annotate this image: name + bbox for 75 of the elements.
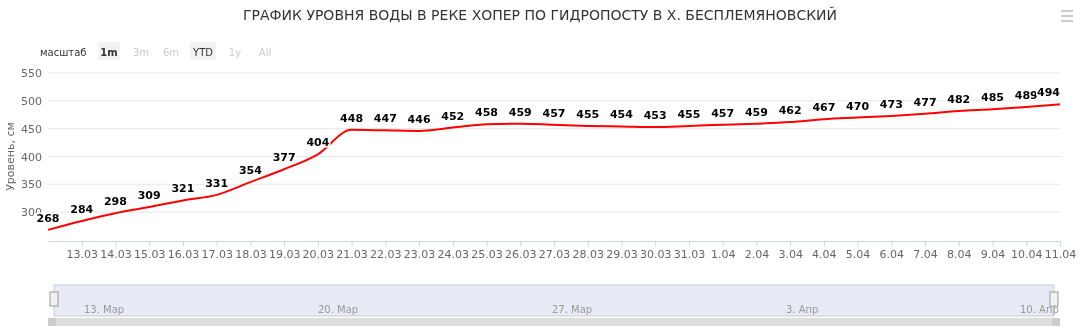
data-label: 447 [373,112,397,126]
x-tick-label: 9.04 [980,247,1006,261]
data-label: 321 [171,182,195,196]
x-tick-label: 17.03 [201,247,233,261]
x-tick-label: 11.04 [1044,247,1077,261]
data-label: 459 [744,105,768,119]
data-label: 309 [137,189,161,203]
data-label: 298 [103,195,127,209]
x-tick-label: 18.03 [235,247,267,261]
data-label: 473 [879,97,903,111]
x-tick-label: 23.03 [403,247,436,261]
text: YTD [192,47,214,58]
data-label: 482 [947,92,971,106]
text: 27. Мар [552,304,593,315]
x-tick-label: 14.03 [100,247,132,261]
data-label: 489 [1014,89,1038,103]
data-label: 377 [272,151,296,165]
chart-title: ГРАФИК УРОВНЯ ВОДЫ В РЕКЕ ХОПЕР ПО ГИДРОПОСТУ В Х. БЕСПЛЕМЯНОВСКИЙ [242,6,838,23]
x-tick-label: 27.03 [538,247,571,261]
data-label: 462 [778,104,802,118]
x-tick-label: 28.03 [572,247,604,261]
y-tick-label: 450 [21,122,42,136]
y-tick-label: 350 [21,178,42,192]
data-label: 458 [475,106,499,120]
x-tick-label: 3.04 [778,247,803,261]
y-tick-label: 400 [21,150,42,164]
x-tick-label: 7.04 [913,247,938,261]
data-label: 446 [407,112,431,126]
y-axis-title: Уровень, см [4,122,17,191]
data-label: 494 [1037,86,1061,100]
text: 3. Апр [786,304,819,315]
text: 13. Мар [84,304,125,315]
data-label: 448 [340,111,364,125]
data-label: 404 [306,136,330,150]
data-label: 452 [441,109,465,123]
data-label: 457 [542,106,566,120]
x-tick-label: 6.04 [879,247,905,261]
text: масштаб [40,47,87,58]
x-tick-label: 29.03 [606,247,638,261]
y-tick-label: 550 [21,67,42,81]
text: 1m [100,47,118,58]
x-tick-label: 26.03 [505,247,537,261]
x-tick-label: 21.03 [336,247,368,261]
data-label: 331 [205,176,229,190]
text: 20. Мар [318,304,359,315]
data-label: 454 [609,108,634,122]
x-tick-label: 8.04 [947,247,972,261]
x-tick-label: 4.04 [812,247,837,261]
x-tick-label: 25.03 [471,247,503,261]
x-tick-label: 16.03 [167,247,200,261]
x-tick-label: 5.04 [845,247,871,261]
x-tick-label: 15.03 [133,247,166,261]
y-tick-label: 500 [21,94,42,108]
data-label: 453 [643,109,667,123]
x-tick-label: 24.03 [437,247,470,261]
x-tick-label: 2.04 [744,247,770,261]
data-label: 455 [677,107,701,121]
data-label: 485 [981,91,1005,105]
x-tick-label: 20.03 [302,247,335,261]
x-tick-label: 31.03 [673,247,706,261]
data-label: 477 [913,95,937,109]
data-label: 467 [812,101,836,115]
data-label: 457 [711,106,735,120]
data-label: 354 [238,164,263,178]
data-label: 455 [576,107,600,121]
text: 10. Апр [1020,304,1059,315]
x-tick-label: 22.03 [370,247,402,261]
data-label: 470 [846,99,870,113]
x-tick-label: 13.03 [66,247,98,261]
x-tick-label: 10.04 [1011,247,1043,261]
x-tick-label: 30.03 [639,247,672,261]
data-label: 284 [70,202,94,216]
x-tick-label: 19.03 [268,247,301,261]
data-label: 459 [508,105,532,119]
x-tick-label: 1.04 [710,247,736,261]
